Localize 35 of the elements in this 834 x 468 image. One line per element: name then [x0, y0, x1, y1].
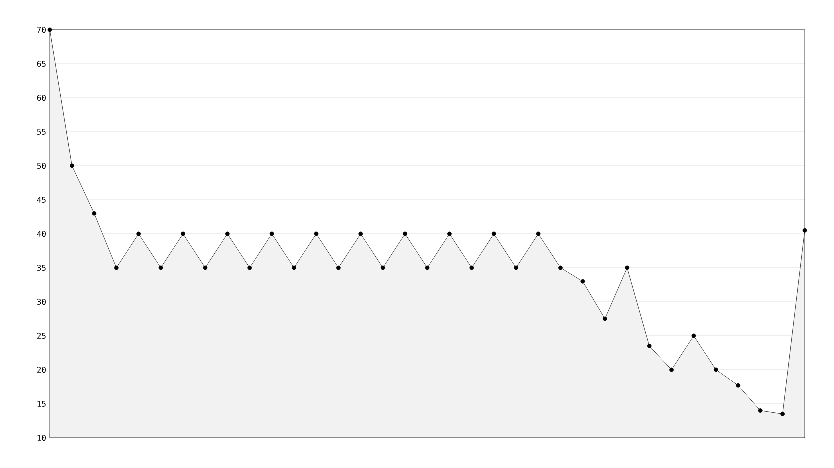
point [203, 266, 208, 270]
point [470, 266, 474, 270]
point [736, 383, 741, 388]
point [225, 232, 230, 236]
point [802, 228, 808, 233]
point [692, 334, 696, 338]
point [647, 344, 652, 348]
point [270, 232, 274, 236]
point [670, 368, 674, 372]
point [70, 164, 74, 168]
point [92, 211, 97, 216]
point [358, 232, 364, 236]
point [292, 266, 296, 270]
point [714, 368, 718, 372]
point [248, 266, 252, 270]
point [536, 232, 541, 236]
point [181, 232, 186, 236]
point [758, 408, 763, 413]
point [558, 266, 563, 270]
point [580, 279, 586, 284]
point [425, 266, 430, 270]
point [492, 232, 496, 236]
point [602, 316, 608, 322]
point [114, 266, 119, 270]
point [380, 266, 386, 270]
point [48, 28, 52, 32]
point [336, 266, 341, 270]
point [314, 232, 319, 236]
point [780, 412, 785, 416]
point [448, 232, 452, 236]
point [625, 266, 630, 270]
point [514, 266, 519, 270]
point [136, 232, 142, 236]
point [403, 232, 408, 236]
point [158, 266, 164, 270]
